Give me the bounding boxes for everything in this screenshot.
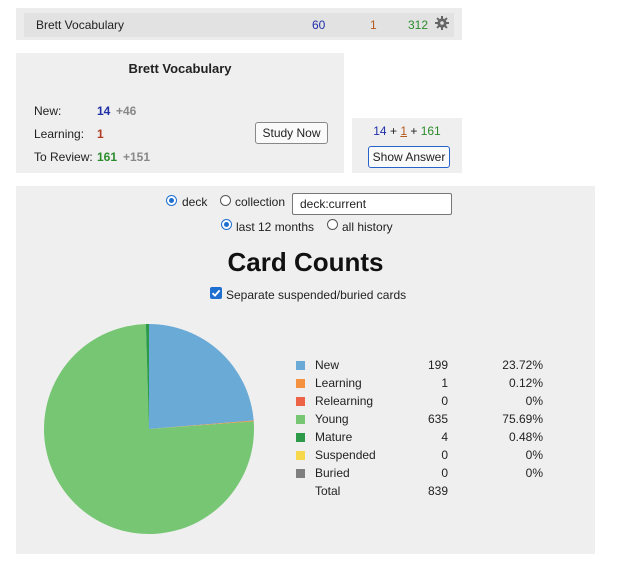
collection-radio[interactable] xyxy=(220,195,231,206)
legend-row: Relearning 0 0% xyxy=(292,392,543,410)
new-label: New: xyxy=(34,104,62,118)
legend-label: Buried xyxy=(315,466,350,480)
pie-slice-new xyxy=(149,324,254,429)
learning-value: 1 xyxy=(97,127,104,141)
legend-count: 199 xyxy=(427,358,448,372)
stats-panel: deck collection last 12 months all histo… xyxy=(16,186,595,554)
separate-checkbox-label[interactable]: Separate suspended/buried cards xyxy=(226,288,407,302)
new-extra: +46 xyxy=(116,104,137,118)
last-12-months-label[interactable]: last 12 months xyxy=(236,220,315,234)
legend-total-count: 839 xyxy=(427,484,448,498)
legend-swatch xyxy=(296,469,305,479)
legend-percent: 0% xyxy=(525,394,543,408)
answer-learning-count: 1 xyxy=(400,124,407,138)
legend-percent: 0% xyxy=(525,448,543,462)
all-history-label[interactable]: all history xyxy=(342,220,393,234)
legend-label: Learning xyxy=(315,376,362,390)
pie-slice-young xyxy=(44,324,255,534)
study-now-button[interactable]: Study Now xyxy=(255,122,328,144)
legend-swatch xyxy=(296,379,305,389)
separate-checkbox[interactable] xyxy=(210,287,222,299)
legend-percent: 0% xyxy=(525,466,543,480)
legend-total-row: Total 839 xyxy=(292,482,543,500)
legend-row: Suspended 0 0% xyxy=(292,446,543,464)
pie-slice-learning xyxy=(149,420,254,429)
legend-row: Young 635 75.69% xyxy=(292,410,543,428)
review-extra: +151 xyxy=(123,150,151,164)
legend-label: Relearning xyxy=(315,394,374,408)
legend-count: 0 xyxy=(441,394,448,408)
legend-row: Buried 0 0% xyxy=(292,464,543,482)
new-value: 14 xyxy=(97,104,111,118)
legend-total-label: Total xyxy=(315,484,341,498)
legend-count: 4 xyxy=(441,430,448,444)
card-counts-legend: New 199 23.72% Learning 1 0.12% Relearning 0 0% Y… xyxy=(292,356,543,500)
answer-panel: 14 + 1 + 161 Show Answer xyxy=(352,118,462,173)
legend-count: 1 xyxy=(441,376,448,390)
deck-radio[interactable] xyxy=(166,195,177,206)
legend-count: 0 xyxy=(441,448,448,462)
answer-review-count: 161 xyxy=(420,124,441,138)
review-label: To Review: xyxy=(34,150,93,164)
deck-name[interactable]: Brett Vocabulary xyxy=(36,18,125,32)
legend-percent: 23.72% xyxy=(502,358,543,372)
legend-percent: 0.12% xyxy=(508,376,543,390)
show-answer-button[interactable]: Show Answer xyxy=(368,146,450,168)
pie-slice-mature xyxy=(145,324,149,429)
review-value: 161 xyxy=(97,150,118,164)
gear-icon[interactable] xyxy=(434,15,450,31)
answer-new-count: 14 xyxy=(373,124,387,138)
search-input[interactable] xyxy=(292,193,452,215)
legend-row: Mature 4 0.48% xyxy=(292,428,543,446)
legend-row: New 199 23.72% xyxy=(292,356,543,374)
overview-title: Brett Vocabulary xyxy=(128,61,232,76)
legend-count: 635 xyxy=(427,412,448,426)
legend-label: Suspended xyxy=(315,448,376,462)
collection-radio-label[interactable]: collection xyxy=(235,195,286,209)
legend-count: 0 xyxy=(441,466,448,480)
plus-sign: + xyxy=(389,124,397,138)
legend-swatch xyxy=(296,397,305,407)
legend-row: Learning 1 0.12% xyxy=(292,374,543,392)
last-12-months-radio[interactable] xyxy=(221,219,232,230)
deck-row[interactable]: Brett Vocabulary 60 1 312 xyxy=(24,13,454,37)
legend-percent: 75.69% xyxy=(502,412,543,426)
legend-label: Young xyxy=(315,412,349,426)
deck-learning-count: 1 xyxy=(370,18,377,32)
check-icon xyxy=(211,289,221,297)
legend-label: New xyxy=(315,358,340,372)
plus-sign: + xyxy=(410,124,418,138)
legend-swatch xyxy=(296,451,305,461)
card-counts-pie-chart xyxy=(44,324,255,534)
legend-percent: 0.48% xyxy=(508,430,543,444)
legend-swatch xyxy=(296,361,305,371)
answer-counts: 14 + 1 + 161 xyxy=(352,124,462,138)
all-history-radio[interactable] xyxy=(327,219,338,230)
legend-label: Mature xyxy=(315,430,353,444)
stats-title: Card Counts xyxy=(227,247,384,277)
legend-swatch xyxy=(296,433,305,443)
legend-swatch xyxy=(296,415,305,425)
deck-new-count: 60 xyxy=(312,18,326,32)
deck-overview-panel: Brett Vocabulary New: 14 +46 Learning: 1… xyxy=(16,53,344,173)
deck-review-count: 312 xyxy=(408,18,429,32)
deck-radio-label[interactable]: deck xyxy=(182,195,208,209)
learning-label: Learning: xyxy=(34,127,85,141)
